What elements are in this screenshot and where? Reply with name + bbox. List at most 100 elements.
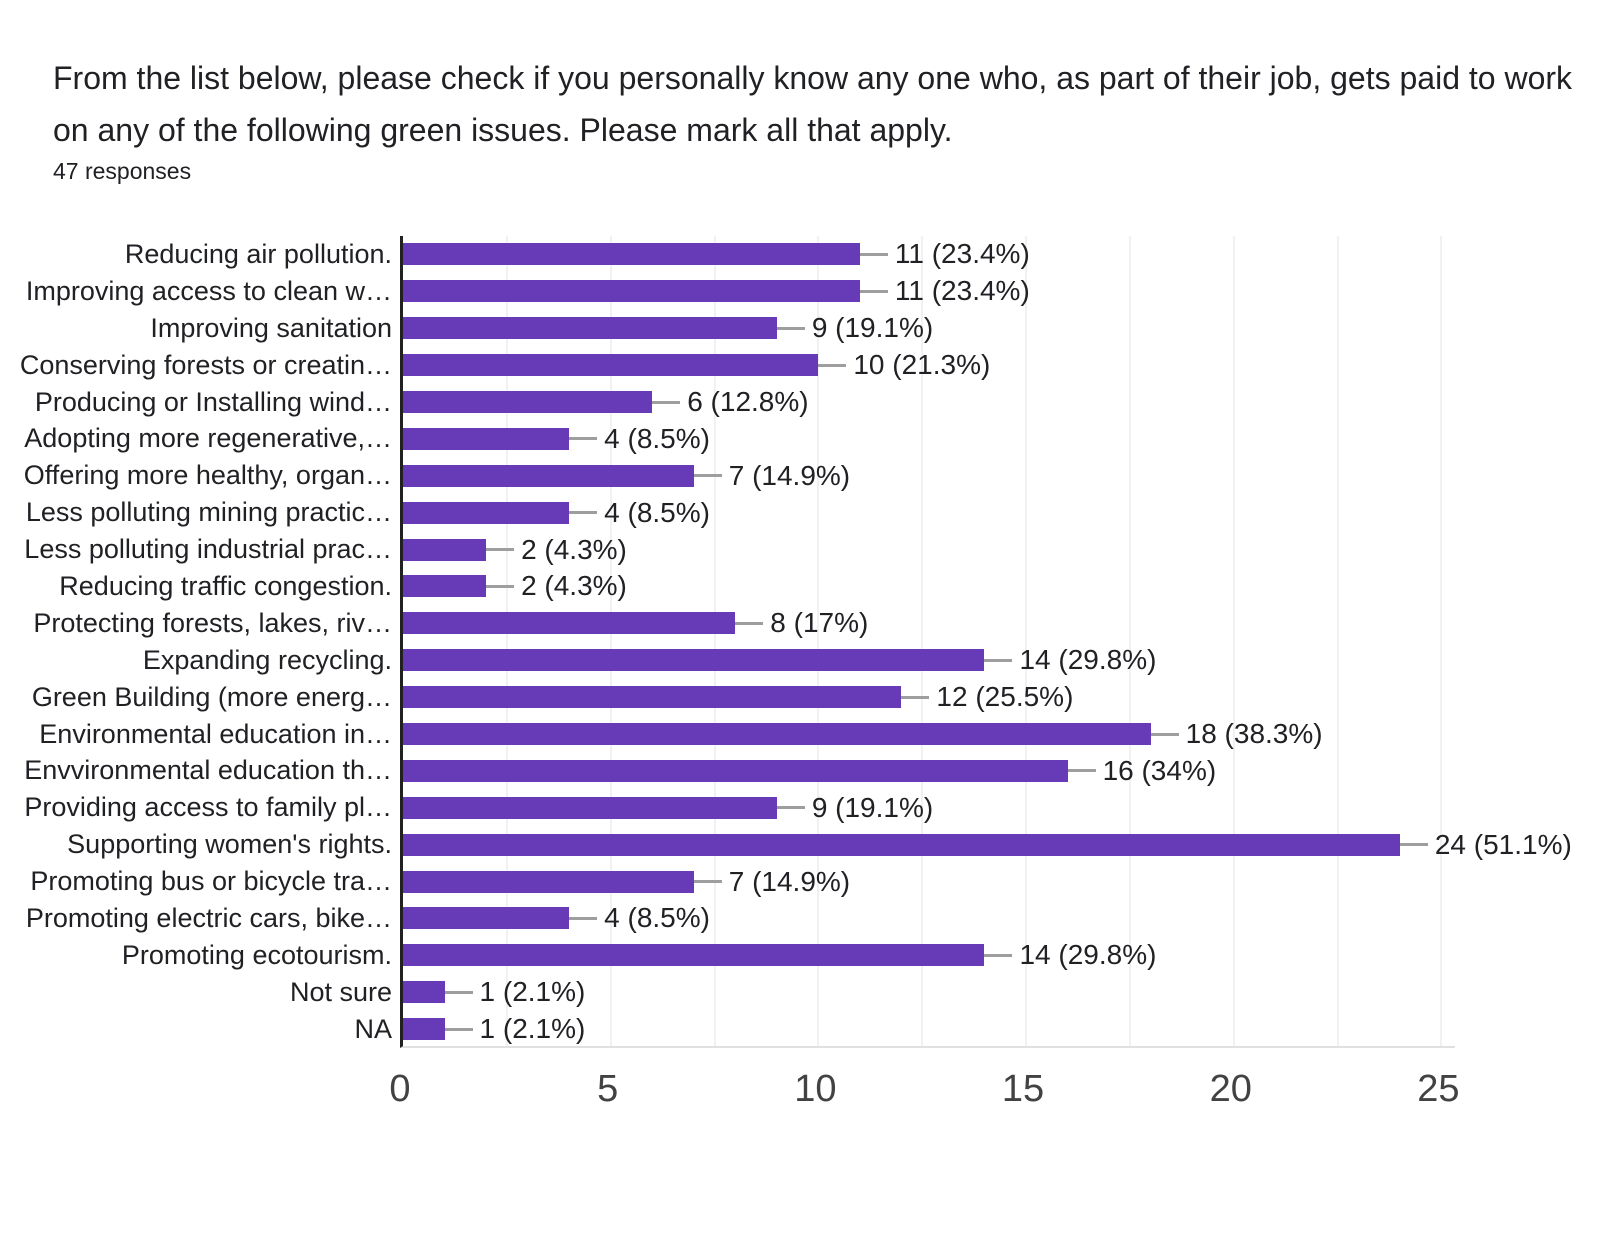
value-whisker (1067, 769, 1096, 773)
bar[interactable] (403, 759, 1068, 782)
bar[interactable] (403, 243, 860, 266)
x-tick-label: 5 (597, 1068, 619, 1110)
bar[interactable] (403, 1018, 445, 1041)
bar-track: 7 (14.9%) (403, 863, 1600, 900)
bar[interactable] (403, 538, 487, 561)
gridline (1025, 236, 1028, 1046)
gridline (1128, 236, 1131, 1046)
value-label: 7 (14.9%) (728, 865, 851, 897)
plot-area (400, 236, 1455, 1048)
chart-row: Conserving forests or creatin… 10 (21.3%) (0, 347, 1600, 384)
chart-row: Providing access to family pl… 9 (19.1%) (0, 789, 1600, 826)
value-label: 8 (17%) (770, 607, 869, 639)
category-label: Promoting bus or bicycle tra… (30, 866, 392, 897)
value-whisker (735, 621, 764, 625)
bar-track: 1 (2.1%) (403, 974, 1600, 1011)
bar-track: 7 (14.9%) (403, 457, 1600, 494)
bar[interactable] (403, 354, 819, 377)
value-label: 7 (14.9%) (728, 459, 851, 491)
category-label: Less polluting industrial prac… (24, 534, 392, 565)
bar[interactable] (403, 649, 985, 672)
category-label: Not sure (289, 976, 392, 1007)
horizontal-bar-chart: Reducing air pollution. 11 (23.4%) Improvi… (0, 236, 1600, 1136)
gridline (921, 236, 924, 1046)
bar-track: 11 (23.4%) (403, 236, 1600, 273)
value-label: 18 (38.3%) (1185, 718, 1323, 750)
value-label: 2 (4.3%) (521, 570, 627, 602)
category-label: Adopting more regenerative,… (24, 423, 392, 454)
value-label: 1 (2.1%) (479, 976, 586, 1008)
chart-row: Promoting bus or bicycle tra… 7 (14.9%) (0, 863, 1600, 900)
value-label: 6 (12.8%) (687, 386, 809, 417)
category-label: Producing or Installing wind… (34, 386, 392, 417)
category-label: Green Building (more energ… (31, 681, 392, 712)
value-whisker (569, 916, 598, 920)
value-whisker (693, 474, 722, 478)
value-whisker (776, 806, 805, 810)
bar[interactable] (403, 686, 902, 709)
bar[interactable] (403, 501, 570, 524)
bar[interactable] (403, 612, 736, 635)
bar[interactable] (403, 427, 570, 450)
value-whisker (776, 326, 805, 330)
value-label: 4 (8.5%) (604, 496, 710, 528)
value-label: 16 (34%) (1102, 754, 1217, 786)
x-tick-label: 25 (1417, 1068, 1460, 1110)
bar[interactable] (403, 981, 445, 1004)
bar-track: 4 (8.5%) (403, 494, 1600, 531)
value-whisker (652, 400, 681, 404)
bar[interactable] (403, 796, 777, 819)
bar-track: 4 (8.5%) (403, 420, 1600, 457)
x-tick-label: 20 (1209, 1068, 1252, 1110)
x-tick-label: 0 (389, 1068, 411, 1110)
category-label: Environmental education in… (39, 718, 392, 749)
bar[interactable] (403, 464, 694, 487)
bar-track: 14 (29.8%) (403, 642, 1600, 679)
bar[interactable] (403, 391, 653, 413)
chart-row: Envvironmental education th… 16 (34%) (0, 752, 1600, 789)
bar-track: 11 (23.4%) (403, 273, 1600, 310)
bar[interactable] (403, 907, 570, 930)
gridline (609, 236, 612, 1046)
category-label: Offering more healthy, organ… (23, 460, 392, 491)
chart-row: Green Building (more energ… 12 (25.5%) (0, 679, 1600, 716)
bar-track: 8 (17%) (403, 605, 1600, 642)
bar[interactable] (403, 280, 860, 303)
gridline (713, 236, 716, 1046)
category-label: Providing access to family pl… (24, 792, 392, 823)
value-whisker (859, 289, 888, 293)
bar[interactable] (403, 870, 694, 893)
bar-track: 14 (29.8%) (403, 937, 1600, 974)
value-whisker (693, 880, 722, 884)
value-label: 9 (19.1%) (811, 791, 934, 823)
value-whisker (984, 658, 1013, 662)
gridline (505, 236, 508, 1046)
category-label: Reducing air pollution. (124, 238, 392, 269)
value-whisker (901, 695, 930, 699)
value-label: 11 (23.4%) (894, 275, 1030, 307)
bar[interactable] (403, 575, 487, 598)
category-label: Improving sanitation (150, 312, 392, 343)
value-whisker (859, 252, 888, 256)
bar-track: 16 (34%) (403, 752, 1600, 789)
category-label: Conserving forests or creatin… (19, 349, 392, 380)
value-label: 4 (8.5%) (604, 902, 710, 934)
bar[interactable] (403, 317, 777, 340)
chart-row: Offering more healthy, organ… 7 (14.9%) (0, 457, 1600, 494)
bar[interactable] (403, 833, 1400, 856)
chart-row: NA 1 (2.1%) (0, 1011, 1600, 1048)
category-label: Expanding recycling. (142, 644, 392, 675)
bar-track: 1 (2.1%) (403, 1011, 1600, 1048)
bar[interactable] (403, 944, 985, 967)
bar[interactable] (403, 723, 1151, 746)
chart-row: Promoting ecotourism. 14 (29.8%) (0, 937, 1600, 974)
chart-row: Supporting women's rights. 24 (51.1%) (0, 826, 1600, 863)
bar-track: 12 (25.5%) (403, 679, 1600, 716)
chart-row: Less polluting mining practic… 4 (8.5%) (0, 494, 1600, 531)
value-label: 24 (51.1%) (1434, 828, 1572, 860)
value-whisker (444, 1027, 473, 1031)
question-title: From the list below, please check if you… (53, 60, 1573, 148)
category-label: Improving access to clean w… (25, 275, 392, 306)
category-label: Promoting ecotourism. (121, 939, 392, 970)
chart-row: Reducing traffic congestion. 2 (4.3%) (0, 568, 1600, 605)
